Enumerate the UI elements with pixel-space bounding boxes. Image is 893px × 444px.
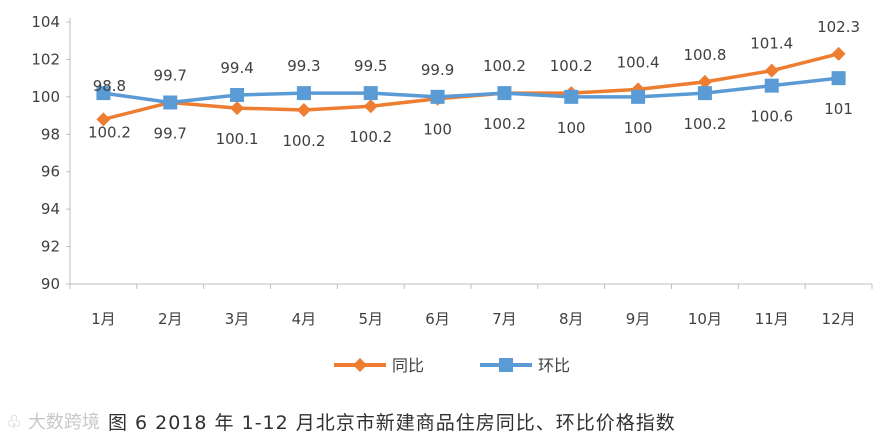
y-tick-label: 90 [41, 275, 60, 293]
data-label-yoy: 100.2 [550, 57, 593, 75]
data-label-mom: 100 [423, 121, 452, 139]
data-label-mom: 100 [624, 119, 653, 137]
point-marker-mom [430, 89, 445, 104]
x-tick-label: 2月 [158, 310, 183, 328]
x-tick-label: 10月 [688, 310, 722, 328]
x-tick-label: 9月 [626, 310, 651, 328]
point-marker-yoy [363, 99, 378, 114]
y-tick-label: 104 [31, 13, 60, 31]
point-marker-mom [163, 95, 178, 110]
watermark-text: 大数跨境 [27, 412, 100, 433]
y-tick-label: 98 [41, 125, 60, 143]
point-marker-mom [764, 78, 779, 93]
y-tick-label: 94 [41, 200, 60, 218]
data-label-yoy: 99.3 [287, 57, 320, 75]
data-label-mom: 100.2 [483, 115, 526, 133]
data-label-yoy: 101.4 [750, 35, 793, 53]
point-marker-mom [363, 86, 378, 101]
point-marker-mom [497, 86, 512, 101]
watermark-logo: ♧ 大数跨境 [6, 408, 100, 434]
data-labels: 98.8 99.7 99.4 99.3 99.5 99.9 100.2 100.2 100.4 1… [88, 18, 860, 150]
data-label-yoy: 100.4 [617, 53, 660, 71]
series-line-yoy [102, 52, 840, 122]
point-marker-yoy [230, 101, 245, 116]
series-lines [96, 46, 846, 127]
x-tick-label: 8月 [559, 310, 584, 328]
legend-marker-square [499, 358, 513, 372]
data-label-mom: 100.2 [349, 128, 392, 146]
data-label-yoy: 100.2 [483, 57, 526, 75]
data-label-yoy: 99.4 [220, 59, 253, 77]
data-label-mom: 100.1 [216, 130, 259, 148]
data-label-mom: 99.7 [154, 124, 187, 142]
x-tick-label: 4月 [292, 310, 317, 328]
y-tick-label: 100 [31, 88, 60, 106]
x-tick-label: 11月 [755, 310, 789, 328]
point-marker-yoy [764, 63, 779, 78]
line-chart: 90 92 94 96 98 100 102 104 1月 2月 3月 4月 5月 6月 7月 8月 9月 10月… [31, 13, 873, 375]
data-label-yoy: 102.3 [817, 18, 860, 36]
x-tick-label: 3月 [225, 310, 250, 328]
data-label-mom: 100 [557, 119, 586, 137]
data-label-yoy: 99.5 [354, 57, 387, 75]
y-tick-label: 102 [31, 50, 60, 68]
point-marker-mom [296, 86, 311, 101]
x-tick-label: 1月 [91, 310, 116, 328]
point-marker-mom [697, 86, 712, 101]
y-tick-label: 92 [41, 238, 60, 256]
x-tick-label: 5月 [358, 310, 383, 328]
point-marker-mom [564, 89, 579, 104]
data-label-mom: 101 [824, 100, 853, 118]
point-marker-mom [230, 87, 245, 102]
data-label-mom: 100.2 [88, 123, 131, 141]
point-marker-yoy [831, 46, 846, 61]
x-tick-label: 6月 [425, 310, 450, 328]
y-tick-label: 96 [41, 163, 60, 181]
point-marker-mom [631, 89, 646, 104]
point-marker-mom [831, 71, 846, 86]
point-marker-yoy [296, 102, 311, 117]
point-marker-mom [96, 86, 111, 101]
x-tick-label: 12月 [822, 310, 856, 328]
data-label-mom: 100.2 [683, 115, 726, 133]
data-label-yoy: 100.8 [683, 46, 726, 64]
point-marker-yoy [697, 74, 712, 89]
data-label-yoy: 98.8 [93, 77, 126, 95]
chart-axes: 90 92 94 96 98 100 102 104 1月 2月 3月 4月 5月 6月 7月 8月 9月 10月… [31, 13, 873, 328]
legend-label: 同比 [392, 356, 424, 375]
watermark-icon: ♧ [6, 412, 23, 433]
point-marker-yoy [96, 112, 111, 127]
chart-legend: 同比 环比 [334, 356, 570, 375]
x-tick-label: 7月 [492, 310, 517, 328]
data-label-mom: 100.6 [750, 108, 793, 126]
legend-label: 环比 [538, 356, 570, 375]
data-label-mom: 100.2 [282, 132, 325, 150]
figure-caption: 图 6 2018 年 1-12 月北京市新建商品住房同比、环比价格指数 [108, 412, 676, 434]
data-label-yoy: 99.9 [421, 61, 454, 79]
data-label-yoy: 99.7 [154, 66, 187, 84]
series-line-mom [103, 76, 839, 105]
legend-marker-diamond [353, 358, 367, 372]
